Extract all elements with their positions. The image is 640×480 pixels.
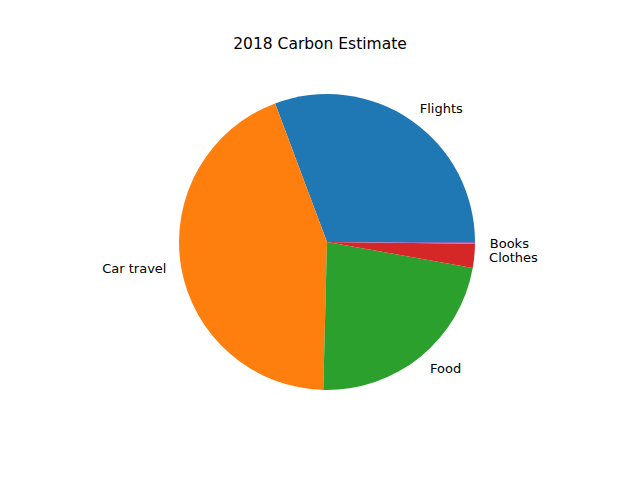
chart: 2018 Carbon Estimate Flights Car travel Foo… bbox=[0, 0, 640, 480]
slice-label: Clothes bbox=[489, 250, 538, 265]
slice bbox=[327, 242, 475, 244]
slice-label: Food bbox=[430, 361, 461, 376]
pie bbox=[179, 94, 475, 390]
title: 2018 Carbon Estimate bbox=[233, 35, 407, 53]
slice bbox=[323, 242, 472, 390]
slice-label: Car travel bbox=[102, 261, 166, 276]
slice-label: Books bbox=[490, 236, 529, 251]
slice-label: Flights bbox=[420, 101, 463, 116]
background bbox=[0, 0, 640, 480]
slice bbox=[327, 242, 475, 268]
slice bbox=[179, 103, 327, 390]
